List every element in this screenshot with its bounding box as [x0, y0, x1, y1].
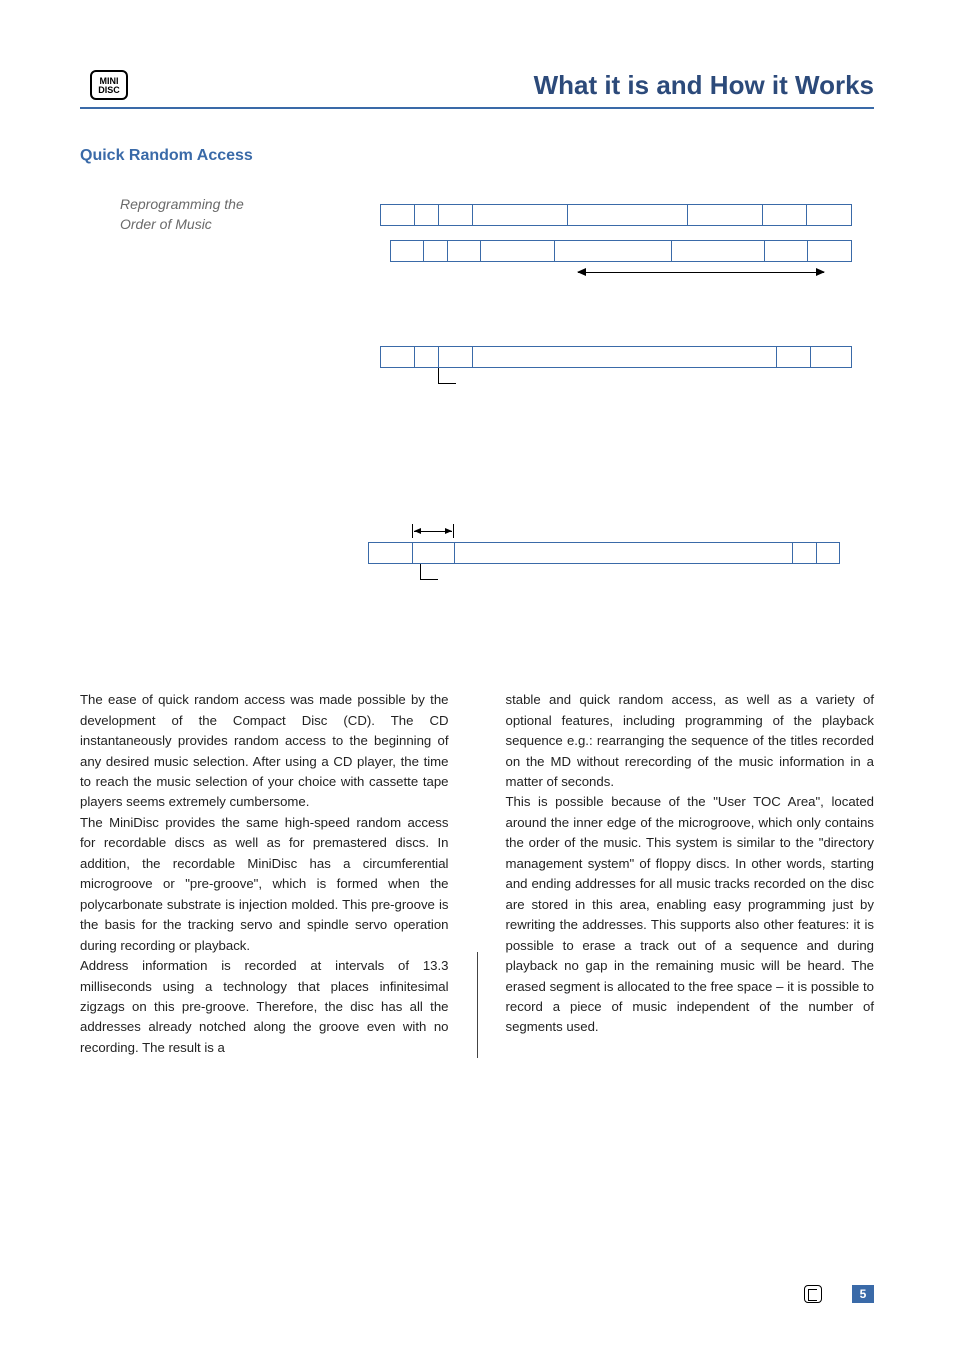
paragraph: stable and quick random access, as well … — [506, 690, 875, 792]
segment — [424, 241, 447, 261]
segment — [672, 241, 766, 261]
segment — [381, 347, 415, 367]
page-footer: 5 — [804, 1285, 874, 1303]
segment — [688, 205, 764, 225]
segment — [413, 543, 455, 563]
paragraph: Address information is recorded at inter… — [80, 956, 449, 1058]
segment — [555, 241, 672, 261]
segment — [811, 347, 851, 367]
paragraph: This is possible because of the "User TO… — [506, 792, 875, 1037]
segment — [369, 543, 413, 563]
disc-layout-row — [368, 542, 840, 564]
segment — [481, 241, 555, 261]
segment — [568, 205, 687, 225]
segment — [415, 205, 439, 225]
segment — [777, 347, 811, 367]
segment — [439, 347, 473, 367]
sequence-row-after — [390, 240, 852, 262]
segment — [817, 543, 839, 563]
segment — [415, 347, 439, 367]
segment — [473, 205, 569, 225]
segment — [808, 241, 851, 261]
user-toc-width-arrow — [412, 524, 454, 538]
page-header: What it is and How it Works — [80, 70, 874, 109]
sequence-row-merged — [380, 346, 852, 368]
segment — [448, 241, 481, 261]
page-title: What it is and How it Works — [80, 70, 874, 101]
segment — [807, 205, 851, 225]
user-toc-bracket — [420, 564, 438, 580]
page-number: 5 — [852, 1285, 874, 1303]
column-right: stable and quick random access, as well … — [506, 690, 875, 1058]
segment — [455, 543, 794, 563]
diagram-area — [380, 204, 874, 580]
toc-bracket — [438, 368, 456, 384]
diagram-disc-layout — [368, 524, 840, 580]
paragraph: The ease of quick random access was made… — [80, 690, 449, 813]
minidisc-icon — [804, 1285, 822, 1303]
diagram-reorder — [380, 204, 852, 286]
body-text: The ease of quick random access was made… — [80, 690, 874, 1058]
segment — [391, 241, 424, 261]
segment — [439, 205, 473, 225]
column-separator — [477, 952, 478, 1058]
diagram-toc-sequence — [380, 346, 852, 384]
column-left: The ease of quick random access was made… — [80, 690, 449, 1058]
segment — [763, 205, 807, 225]
segment — [381, 205, 415, 225]
segment — [765, 241, 808, 261]
section-heading: Quick Random Access — [80, 147, 874, 165]
paragraph: The MiniDisc provides the same high-spee… — [80, 813, 449, 956]
minidisc-logo: MINIDISC — [90, 70, 128, 100]
sequence-row-before — [380, 204, 852, 226]
segment — [473, 347, 778, 367]
swap-arrow — [578, 272, 823, 273]
segment — [793, 543, 817, 563]
